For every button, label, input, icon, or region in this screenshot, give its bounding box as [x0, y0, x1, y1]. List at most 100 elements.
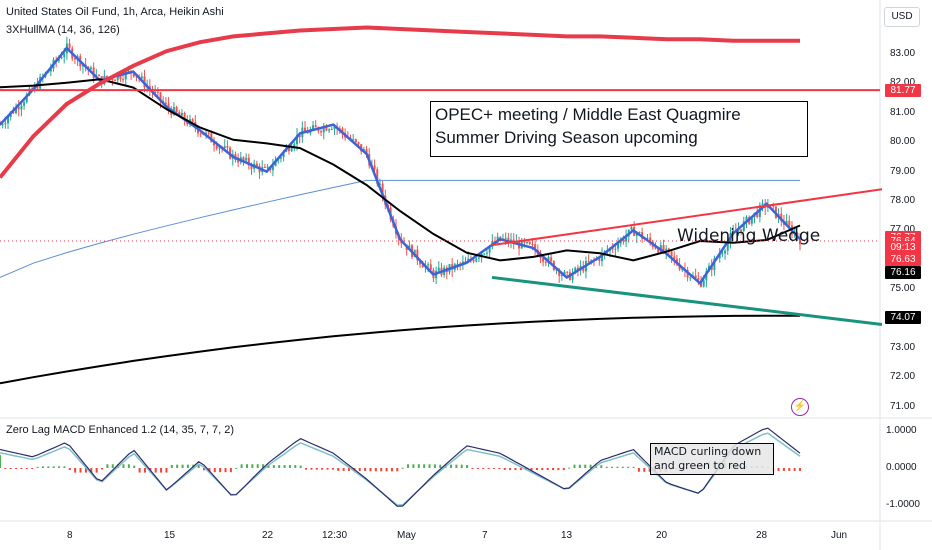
candle-body — [140, 76, 143, 79]
macd-histogram-bar — [143, 468, 146, 473]
macd-histogram-bar — [605, 466, 608, 468]
price-axis-tick: 75.00 — [890, 283, 916, 295]
macd-histogram-bar — [111, 464, 114, 468]
macd-histogram-bar — [235, 467, 238, 469]
hull-fast-line — [0, 46, 801, 286]
candle-body — [63, 53, 66, 58]
candle-body — [437, 267, 440, 271]
candle-body — [697, 278, 700, 281]
candle-body — [247, 157, 250, 166]
annotation-line-2: Summer Driving Season upcoming — [435, 128, 698, 147]
price-axis-tick: 82.00 — [890, 77, 916, 89]
candle-body — [475, 258, 478, 262]
price-axis-tick: 78.00 — [890, 195, 916, 206]
candle-body — [12, 111, 15, 114]
candle-body — [36, 84, 39, 89]
macd-histogram-bar — [278, 465, 281, 468]
candle-body — [649, 237, 652, 242]
macd-histogram-bar — [331, 468, 334, 470]
time-axis-tick: Jun — [831, 530, 848, 541]
macd-histogram-bar — [450, 464, 453, 468]
lightning-icon[interactable]: ⚡ — [791, 398, 809, 416]
candle-body — [681, 269, 684, 271]
macd-histogram-bar — [530, 468, 533, 471]
hull-slow-line — [0, 25, 800, 179]
macd-histogram-bar — [0, 455, 1, 468]
macd-histogram-bar — [337, 468, 340, 471]
candle-body — [654, 246, 657, 249]
candle-body — [295, 135, 298, 145]
news-annotation[interactable]: OPEC+ meeting / Middle East Quagmire Sum… — [430, 101, 808, 157]
candle-body — [290, 148, 293, 152]
price-tag: 76.63 — [885, 253, 921, 267]
price-axis-tick: 73.00 — [890, 342, 916, 353]
macd-histogram-bar — [364, 468, 367, 471]
macd-histogram-bar — [208, 468, 211, 473]
macd-histogram-bar — [229, 468, 232, 473]
candle-body — [657, 248, 660, 253]
macd-histogram-bar — [219, 468, 222, 473]
candle-body — [215, 145, 218, 149]
candle-body — [563, 271, 566, 275]
macd-histogram-bar — [15, 468, 18, 469]
candle-body — [25, 94, 28, 103]
macd-histogram-bar — [47, 466, 50, 468]
candle-body — [745, 216, 748, 222]
macd-histogram-bar — [509, 468, 512, 471]
macd-histogram-bar — [160, 468, 163, 473]
macd-histogram-bar — [546, 468, 549, 471]
macd-histogram-bar — [385, 468, 388, 472]
wedge-label[interactable]: Widening Wedge — [677, 226, 821, 246]
macd-histogram-bar — [240, 464, 243, 468]
macd-histogram-bar — [616, 466, 619, 468]
time-axis-tick: 12:30 — [322, 530, 348, 541]
candle-body — [330, 128, 333, 130]
macd-histogram-bar — [165, 468, 168, 473]
candle-body — [298, 135, 301, 138]
macd-histogram-bar — [58, 466, 61, 468]
candle-body — [237, 160, 240, 163]
candle-body — [419, 260, 422, 265]
macd-histogram-bar — [52, 466, 55, 468]
price-tag: 74.07 — [885, 310, 921, 324]
macd-histogram-bar — [562, 468, 565, 471]
macd-histogram-bar — [186, 464, 189, 468]
macd-histogram-bar — [181, 464, 184, 468]
macd-histogram-bar — [589, 464, 592, 468]
candle-body — [242, 157, 245, 161]
candle-body — [670, 251, 673, 257]
macd-histogram-bar — [369, 468, 372, 472]
macd-histogram-bar — [374, 468, 377, 472]
candle-body — [320, 131, 323, 133]
candle-body — [226, 146, 229, 148]
macd-histogram-bar — [782, 468, 785, 471]
time-axis-tick: 22 — [262, 530, 274, 541]
currency-button[interactable]: USD — [884, 7, 920, 27]
candle-body — [293, 144, 296, 149]
candle-body — [622, 239, 625, 242]
candle-body — [210, 133, 213, 143]
macd-histogram-bar — [90, 468, 93, 473]
candle-body — [630, 227, 633, 230]
macd-histogram-bar — [423, 464, 426, 468]
macd-histogram-bar — [578, 464, 581, 468]
symbol-title: United States Oil Fund, 1h, Arca, Heikin… — [6, 6, 224, 18]
macd-annotation-line-1: MACD curling down — [654, 445, 762, 458]
candle-body — [560, 274, 563, 276]
macd-signal-line — [0, 432, 801, 506]
macd-histogram-bar — [101, 468, 104, 470]
candle-body — [60, 57, 63, 59]
candle-body — [788, 220, 791, 226]
candle-body — [635, 233, 638, 236]
macd-histogram-bar — [79, 468, 82, 473]
macd-histogram-bar — [310, 468, 313, 470]
time-axis-tick: 8 — [67, 530, 73, 541]
candle-body — [780, 213, 783, 221]
price-axis-tick: 77.00 — [890, 224, 916, 236]
macd-histogram-bar — [224, 468, 227, 473]
macd-annotation[interactable]: MACD curling down and green to red — [650, 443, 774, 475]
macd-histogram-bar — [552, 468, 555, 471]
macd-histogram-bar — [621, 466, 624, 468]
candle-body — [119, 74, 122, 80]
